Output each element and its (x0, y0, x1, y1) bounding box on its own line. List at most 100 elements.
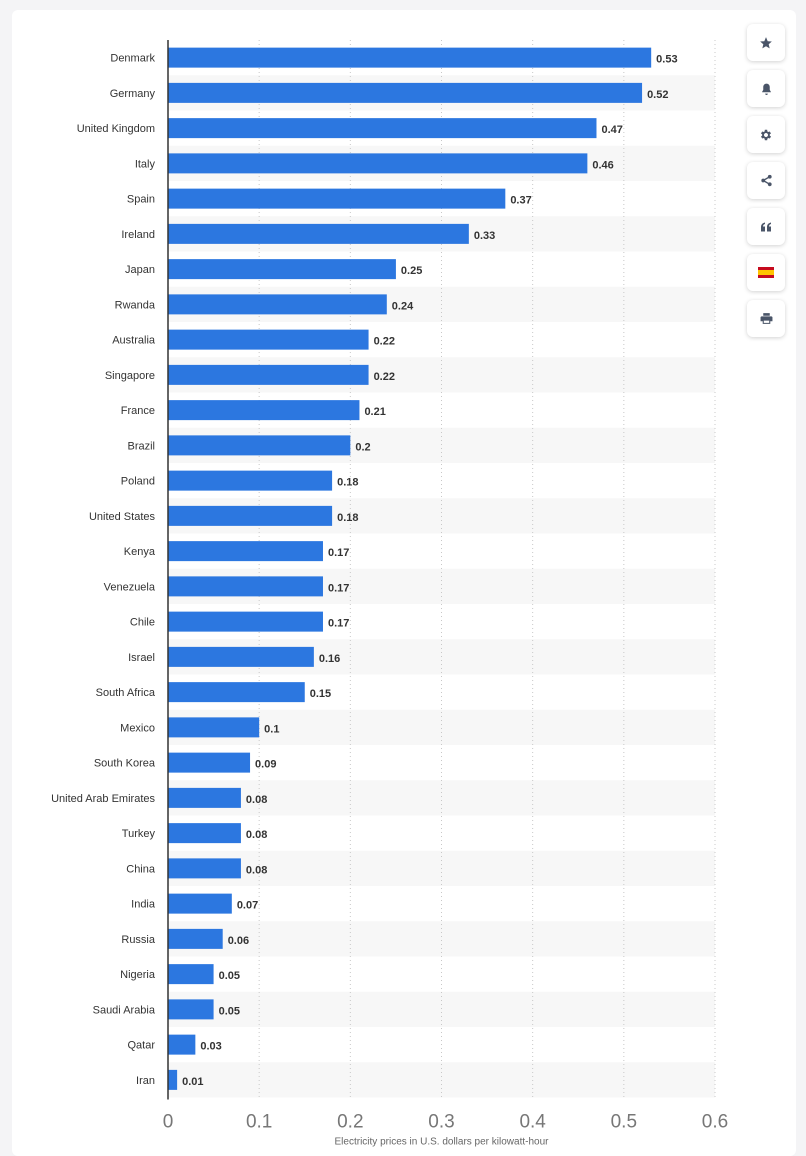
quote-icon (761, 222, 771, 231)
x-tick-label: 0.2 (337, 1112, 363, 1133)
bar (168, 823, 241, 844)
print-icon (760, 313, 772, 324)
x-tick-label: 0.3 (428, 1112, 454, 1133)
category-label: Poland (121, 476, 155, 488)
data-label: 0.24 (392, 300, 414, 312)
data-label: 0.05 (219, 1005, 240, 1017)
data-label: 0.17 (328, 618, 349, 630)
bar (168, 964, 214, 985)
category-label: Spain (127, 194, 155, 206)
data-label: 0.08 (246, 864, 267, 876)
data-label: 0.06 (228, 935, 249, 947)
bar (168, 893, 232, 914)
bar (168, 999, 214, 1020)
data-label: 0.2 (355, 441, 370, 453)
category-label: Australia (112, 335, 156, 347)
bar (168, 188, 506, 209)
bar (168, 1034, 196, 1055)
data-label: 0.07 (237, 900, 258, 912)
bar (168, 1069, 178, 1090)
category-label: Denmark (110, 53, 155, 65)
category-label: Russia (121, 934, 156, 946)
row-band (168, 921, 715, 957)
bar (168, 717, 260, 738)
bar (168, 329, 369, 350)
notification-button[interactable] (747, 70, 785, 107)
data-label: 0.08 (246, 829, 267, 841)
category-label: United Arab Emirates (51, 793, 155, 805)
data-label: 0.33 (474, 230, 495, 242)
data-label: 0.17 (328, 547, 349, 559)
print-button[interactable] (747, 300, 785, 337)
bar (168, 787, 241, 808)
x-tick-label: 0.1 (246, 1112, 272, 1133)
category-label: France (121, 405, 155, 417)
bar (168, 364, 369, 385)
category-label: South Korea (94, 758, 156, 770)
data-label: 0.18 (337, 477, 358, 489)
category-label: Singapore (105, 370, 155, 382)
category-label: United Kingdom (77, 123, 155, 135)
data-label: 0.21 (364, 406, 385, 418)
bar (168, 928, 223, 949)
category-label: Saudi Arabia (93, 1004, 156, 1016)
data-label: 0.08 (246, 794, 267, 806)
citation-button[interactable] (747, 208, 785, 245)
category-label: Chile (130, 617, 155, 629)
spanish-flag-icon (758, 267, 774, 278)
language-button[interactable] (747, 254, 785, 291)
data-label: 0.05 (219, 970, 240, 982)
toolbar (747, 24, 787, 337)
data-label: 0.46 (592, 159, 613, 171)
bar (168, 435, 351, 456)
bar (168, 505, 333, 526)
bar-chart: Denmark 0.53 Germany 0.52 United Kingdom 0.47… (51, 40, 728, 1148)
bar (168, 611, 323, 632)
settings-button[interactable] (747, 116, 785, 153)
category-label: South Africa (96, 687, 156, 699)
data-label: 0.1 (264, 723, 279, 735)
category-label: Turkey (122, 828, 156, 840)
category-label: Mexico (120, 722, 155, 734)
bar (168, 294, 387, 315)
category-label: Kenya (124, 546, 156, 558)
category-label: Iran (136, 1075, 155, 1087)
category-label: Venezuela (104, 581, 156, 593)
category-label: Italy (135, 158, 156, 170)
category-label: Germany (110, 88, 156, 100)
data-label: 0.09 (255, 759, 276, 771)
category-label: Qatar (127, 1040, 155, 1052)
x-tick-label: 0.4 (519, 1112, 546, 1133)
favorite-button[interactable] (747, 24, 785, 61)
bar (168, 858, 241, 879)
category-label: Nigeria (120, 969, 156, 981)
data-label: 0.47 (601, 124, 622, 136)
category-label: Ireland (121, 229, 155, 241)
data-label: 0.03 (200, 1041, 221, 1053)
bar (168, 682, 305, 703)
share-button[interactable] (747, 162, 785, 199)
x-tick-label: 0.6 (702, 1112, 728, 1133)
data-label: 0.15 (310, 688, 331, 700)
data-label: 0.18 (337, 512, 358, 524)
row-band (168, 991, 715, 1027)
gear-icon (760, 129, 772, 140)
category-label: Brazil (127, 440, 155, 452)
bar (168, 400, 360, 421)
data-label: 0.53 (656, 54, 677, 66)
category-label: Israel (128, 652, 155, 664)
bar (168, 576, 323, 597)
chart-card: Denmark 0.53 Germany 0.52 United Kingdom 0.47… (12, 10, 796, 1156)
share-icon (760, 174, 772, 187)
data-label: 0.37 (510, 195, 531, 207)
data-label: 0.01 (182, 1076, 203, 1088)
bar (168, 82, 643, 103)
bar (168, 752, 251, 773)
x-axis-title: Electricity prices in U.S. dollars per k… (335, 1137, 550, 1148)
x-tick-label: 0 (163, 1112, 174, 1133)
row-band (168, 780, 715, 816)
data-label: 0.17 (328, 582, 349, 594)
data-label: 0.22 (374, 336, 395, 348)
data-label: 0.52 (647, 89, 668, 101)
bar (168, 118, 597, 139)
